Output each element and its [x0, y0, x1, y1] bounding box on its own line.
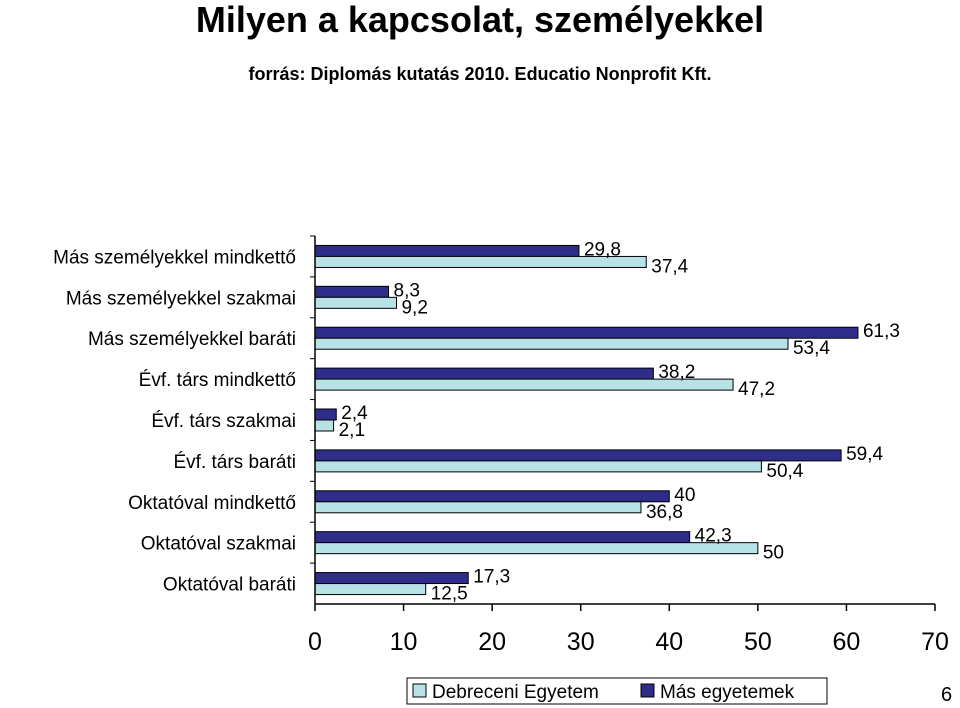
bar-debreceni-egyetem	[314, 296, 397, 309]
value-label-debreceni-egyetem: 12,5	[431, 584, 468, 605]
category-label: Évf. társ szakmai	[151, 411, 296, 432]
value-label-debreceni-egyetem: 50,4	[766, 461, 803, 482]
value-label-mas-egyetemek: 2,4	[341, 403, 368, 424]
bar-mas-egyetemek	[314, 285, 390, 298]
bar-mas-egyetemek	[314, 449, 842, 462]
value-label-mas-egyetemek: 40	[674, 485, 695, 506]
x-tick-label: 10	[390, 628, 418, 656]
value-label-debreceni-egyetem: 47,2	[738, 379, 775, 400]
bars	[314, 244, 859, 596]
source-note: forrás: Diplomás kutatás 2010. Educatio …	[248, 64, 712, 84]
x-tick-label: 30	[567, 628, 595, 656]
legend: Debreceni Egyetem Más egyetemek	[406, 677, 828, 705]
bar-debreceni-egyetem	[314, 419, 335, 432]
value-label-debreceni-egyetem: 9,2	[401, 297, 427, 318]
x-tick-label: 60	[833, 628, 861, 656]
category-label: Más személyekkel baráti	[88, 329, 296, 350]
legend-label-other: Más egyetemek	[660, 682, 795, 703]
bar-mas-egyetemek	[314, 531, 691, 544]
value-label-mas-egyetemek: 42,3	[695, 526, 732, 547]
page-title: Milyen a kapcsolat, személyekkel	[195, 0, 765, 40]
bar-mas-egyetemek	[314, 572, 469, 585]
value-label-mas-egyetemek: 8,3	[394, 280, 420, 301]
value-label-debreceni-egyetem: 2,1	[339, 420, 365, 441]
x-axis: 0 10 20 30 40 50 60 70	[308, 235, 949, 656]
value-labels: 29,8 37,4 8,39,2 61,3 53,4 38,2 47,2 2,42,1 59,4…	[339, 239, 900, 604]
page-number: 6	[941, 684, 953, 706]
value-label-debreceni-egyetem: 36,8	[646, 502, 683, 523]
value-label-debreceni-egyetem: 50	[763, 543, 784, 564]
value-label-mas-egyetemek: 61,3	[863, 321, 900, 342]
x-tick-label: 50	[744, 628, 772, 656]
legend-swatch-debrecen	[412, 683, 427, 698]
bar-debreceni-egyetem	[314, 501, 642, 514]
bar-mas-egyetemek	[314, 408, 337, 421]
bar-mas-egyetemek	[314, 244, 580, 257]
bar-debreceni-egyetem	[314, 337, 789, 350]
bar-debreceni-egyetem	[314, 542, 759, 555]
bar-debreceni-egyetem	[314, 460, 762, 473]
category-label: Oktatóval szakmai	[141, 534, 296, 555]
value-label-mas-egyetemek: 38,2	[658, 362, 695, 383]
legend-box	[406, 677, 828, 705]
value-label-mas-egyetemek: 29,8	[584, 239, 621, 260]
bar-mas-egyetemek	[314, 367, 654, 380]
category-label: Más személyekkel mindkettő	[53, 247, 296, 268]
value-label-debreceni-egyetem: 37,4	[651, 256, 688, 277]
bar-debreceni-egyetem	[314, 583, 427, 596]
category-label: Évf. társ baráti	[174, 452, 297, 473]
bar-mas-egyetemek	[314, 490, 670, 503]
category-label: Oktatóval mindkettő	[128, 493, 296, 514]
x-tick-label: 70	[921, 628, 949, 656]
category-label: Évf. társ mindkettő	[139, 370, 296, 391]
category-labels: Más személyekkel mindkettő Más személyekk…	[53, 247, 296, 595]
x-tick-label: 0	[308, 628, 322, 656]
x-tick-label: 40	[655, 628, 683, 656]
legend-label-debrecen: Debreceni Egyetem	[432, 682, 599, 703]
x-tick-label: 20	[478, 628, 506, 656]
legend-swatch-other	[640, 683, 655, 698]
category-label: Más személyekkel szakmai	[66, 288, 296, 309]
value-label-debreceni-egyetem: 53,4	[793, 338, 830, 359]
value-label-mas-egyetemek: 17,3	[473, 567, 510, 588]
value-label-mas-egyetemek: 59,4	[846, 444, 883, 465]
category-label: Oktatóval baráti	[163, 575, 296, 596]
bar-mas-egyetemek	[314, 326, 859, 339]
